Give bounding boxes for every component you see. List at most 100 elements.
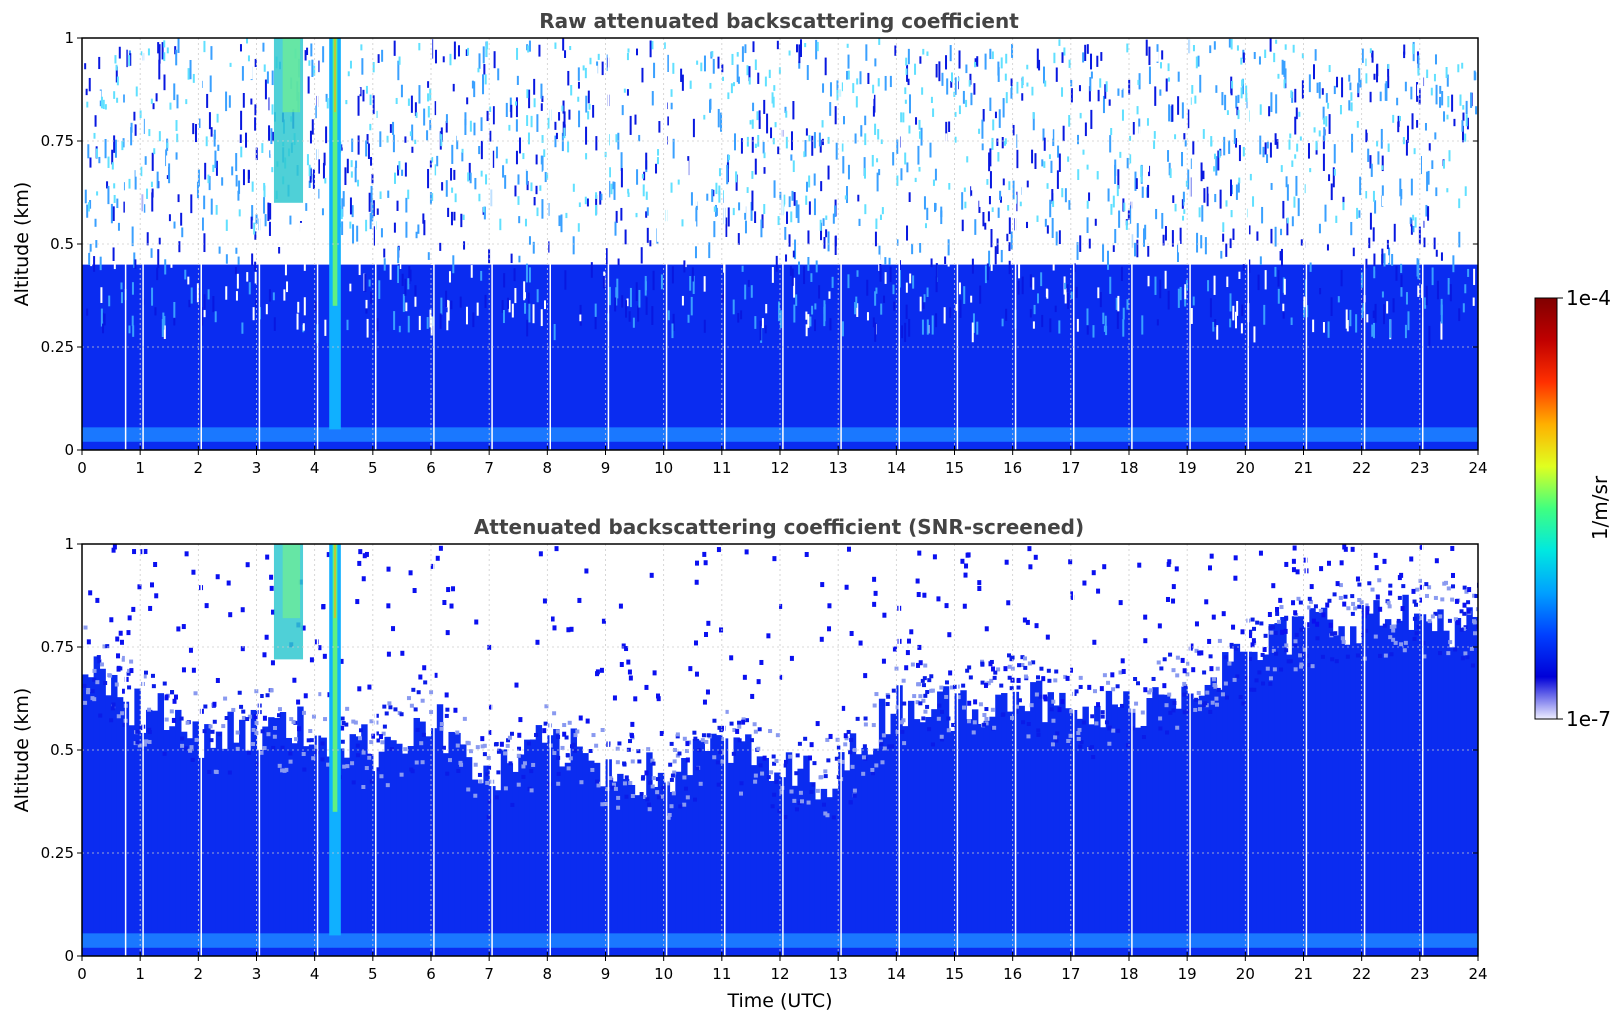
heat-cell [716, 547, 721, 553]
heat-cell [1221, 611, 1226, 617]
heat-cell [1074, 689, 1079, 694]
heat-cell [533, 196, 536, 206]
heat-cell [785, 136, 788, 149]
heat-cell [1231, 624, 1236, 630]
heat-column [279, 712, 287, 956]
heat-cell [1179, 286, 1182, 301]
heat-cell [1021, 93, 1024, 101]
heat-cell [1169, 168, 1172, 178]
heat-cell [732, 207, 735, 216]
heat-cell [834, 756, 839, 761]
heat-cell [96, 655, 101, 660]
heat-cell [1419, 584, 1424, 590]
heat-cell [991, 666, 996, 672]
heat-cell [439, 156, 442, 176]
heat-cell [266, 71, 269, 84]
heat-cell [269, 688, 274, 693]
heat-cell [444, 692, 449, 698]
heat-cell [1373, 266, 1376, 279]
heat-cell [1116, 728, 1121, 733]
heat-cell [1350, 546, 1355, 552]
heat-cell [519, 137, 522, 154]
heat-cell [1255, 620, 1260, 625]
heat-cell [967, 665, 972, 670]
heat-cell [636, 169, 639, 185]
heat-cell [874, 692, 879, 697]
heat-cell [997, 67, 1000, 82]
heat-cell [844, 195, 847, 200]
heat-cell [901, 678, 906, 683]
heat-cell [415, 727, 420, 732]
heat-cell [835, 175, 838, 190]
heat-cell [517, 746, 522, 751]
heat-cell [1474, 43, 1477, 55]
strong-plume-core [332, 544, 338, 812]
heat-cell [1291, 600, 1296, 606]
heat-cell [372, 95, 375, 115]
heat-cell [759, 136, 762, 146]
heat-cell [373, 226, 376, 246]
heat-cell [1424, 297, 1427, 309]
heat-cell [1209, 45, 1212, 54]
heat-cell [1289, 133, 1292, 139]
heat-cell [1381, 165, 1384, 170]
heat-cell [783, 815, 788, 820]
heat-cell [651, 306, 654, 325]
heat-cell [183, 746, 188, 751]
heat-cell [1203, 701, 1208, 706]
heat-cell [181, 667, 186, 673]
heat-cell [682, 736, 687, 741]
heat-cell [879, 267, 882, 282]
heat-cell [357, 95, 360, 116]
heat-cell [1313, 127, 1316, 133]
heat-cell [262, 715, 267, 721]
heat-cell [247, 750, 252, 755]
heat-cell [397, 165, 400, 176]
heat-cell [492, 106, 495, 125]
heat-cell [251, 181, 254, 192]
heat-cell [89, 243, 92, 253]
heat-cell [431, 193, 434, 201]
heat-cell [750, 201, 753, 221]
heat-cell [732, 728, 737, 733]
heat-cell [1355, 653, 1360, 658]
heat-cell [306, 47, 309, 56]
heat-cell [641, 174, 644, 179]
heat-cell [1240, 323, 1243, 334]
heat-cell [1182, 191, 1185, 206]
heat-cell [615, 287, 618, 306]
heat-cell [1067, 292, 1070, 309]
heat-cell [1461, 62, 1464, 69]
heat-cell [741, 265, 744, 272]
heat-cell [847, 54, 850, 69]
heat-column [349, 734, 356, 956]
heat-cell [825, 737, 830, 742]
heat-cell [455, 730, 460, 735]
heat-column [128, 725, 135, 956]
heat-cell [620, 168, 623, 188]
heat-cell [1279, 605, 1284, 610]
heat-cell [1308, 74, 1311, 93]
heat-cell [814, 319, 817, 332]
heat-cell [455, 743, 460, 748]
heat-cell [393, 707, 398, 712]
heat-cell [251, 205, 254, 221]
heat-cell [984, 707, 989, 712]
heat-cell [1352, 247, 1355, 257]
heat-cell [1373, 253, 1376, 272]
heat-cell [400, 84, 403, 98]
heat-cell [735, 224, 738, 234]
heat-cell [98, 713, 103, 718]
heat-cell [1293, 667, 1298, 672]
heat-cell [615, 746, 620, 751]
heat-cell [1138, 118, 1141, 134]
heat-cell [148, 44, 151, 53]
heat-cell [841, 705, 846, 711]
heat-column [1414, 613, 1421, 956]
heat-cell [489, 130, 492, 142]
heat-cell [1147, 275, 1150, 287]
heat-column [169, 726, 176, 956]
heat-cell [168, 214, 171, 222]
heat-cell [1118, 670, 1123, 675]
heat-cell [703, 276, 706, 292]
